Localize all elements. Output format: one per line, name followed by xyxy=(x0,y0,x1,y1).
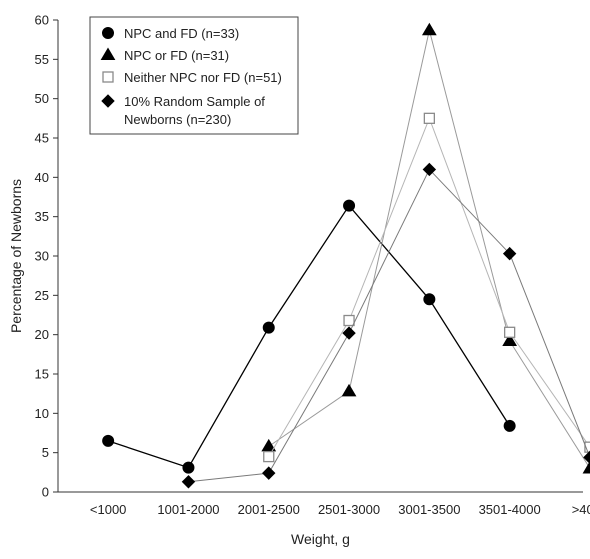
data-point xyxy=(583,450,590,465)
legend-box xyxy=(89,16,299,135)
y-tick-label: 30 xyxy=(35,249,49,264)
legend-entry: NPC or FD (n=31) xyxy=(124,48,229,63)
series-layer xyxy=(102,22,590,489)
data-point xyxy=(261,438,277,452)
x-tick-label: 1001-2000 xyxy=(157,502,219,517)
y-tick-label: 10 xyxy=(35,406,49,421)
y-tick-label: 25 xyxy=(35,288,49,303)
x-axis-label: Weight, g xyxy=(291,531,350,547)
legend-marker xyxy=(102,27,114,39)
x-tick-label: 2501-3000 xyxy=(318,502,380,517)
x-tick-label: 3001-3500 xyxy=(398,502,460,517)
legend: NPC and FD (n=33) NPC or FD (n=31) Neither… xyxy=(89,16,299,135)
series-line xyxy=(107,204,511,469)
x-tick-label: <1000 xyxy=(90,502,127,517)
data-point xyxy=(422,162,437,177)
series-4 xyxy=(181,162,590,489)
y-tick-label: 45 xyxy=(35,131,49,146)
data-point xyxy=(263,450,275,463)
y-tick-label: 60 xyxy=(35,13,49,28)
legend-entry: Newborns (n=230) xyxy=(124,112,231,127)
legend-entry: Neither NPC nor FD (n=51) xyxy=(124,70,282,85)
y-axis-label: Percentage of Newborns xyxy=(8,179,24,333)
data-point xyxy=(343,314,355,327)
legend-entry: 10% Random Sample of xyxy=(124,94,265,109)
series-line xyxy=(188,168,590,483)
x-tick-label: >4000 xyxy=(572,502,590,517)
series-1 xyxy=(102,199,516,474)
y-tick-label: 50 xyxy=(35,91,49,106)
y-tick-label: 15 xyxy=(35,367,49,382)
data-point xyxy=(503,419,516,432)
y-tick-label: 5 xyxy=(42,445,49,460)
series-2 xyxy=(261,22,590,474)
data-point xyxy=(503,326,516,338)
y-tick-label: 40 xyxy=(35,170,49,185)
y-tick-label: 55 xyxy=(35,52,49,67)
legend-entry: NPC and FD (n=33) xyxy=(124,26,239,41)
y-tick-label: 20 xyxy=(35,327,49,342)
data-point xyxy=(423,112,436,124)
data-point xyxy=(262,321,275,334)
data-point xyxy=(262,466,276,480)
data-point xyxy=(182,461,195,474)
legend-marker xyxy=(102,71,114,83)
series-line xyxy=(268,30,590,469)
x-tick-label: 2001-2500 xyxy=(238,502,300,517)
legend-marker xyxy=(101,94,115,108)
data-point xyxy=(343,199,356,212)
data-point xyxy=(502,333,518,347)
data-point xyxy=(423,293,436,306)
y-tick-label: 0 xyxy=(42,485,49,500)
x-tick-label: 3501-4000 xyxy=(479,502,541,517)
legend-marker xyxy=(100,47,116,61)
axes: 0 5 10 15 20 25 30 35 40 45 50 55 60 <1000 1001-2000 20… xyxy=(35,13,590,518)
y-tick-label: 35 xyxy=(35,209,49,224)
data-point xyxy=(421,22,437,36)
data-point xyxy=(502,246,517,261)
data-point xyxy=(102,434,115,447)
data-point xyxy=(342,326,356,340)
data-point xyxy=(341,383,357,397)
data-point xyxy=(181,475,196,489)
